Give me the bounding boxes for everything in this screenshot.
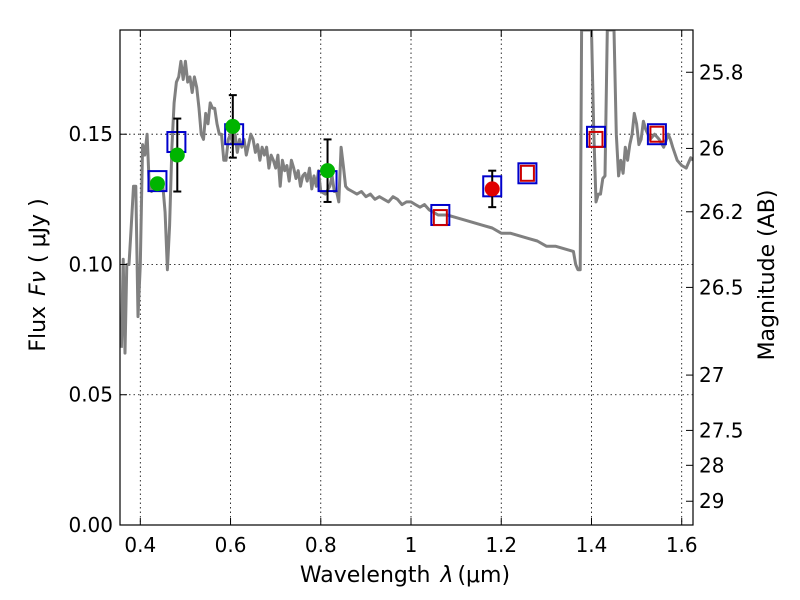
blue-square-point — [517, 162, 538, 185]
green-detection-point — [320, 163, 336, 179]
model-sed-line — [120, 30, 693, 355]
red-square-point — [588, 130, 604, 148]
plot-frame — [119, 29, 694, 526]
x-tick-label: 1.6 — [666, 533, 698, 557]
x-tick-label: 0.6 — [215, 533, 247, 557]
x-tick-label: 1 — [405, 533, 418, 557]
magnitude-tick-label: 28 — [699, 453, 724, 477]
y-tick-label: 0.15 — [68, 122, 113, 146]
magnitude-tick-label: 27.5 — [699, 418, 744, 442]
magnitude-tick-label: 25.8 — [699, 60, 744, 84]
x-tick-label: 0.8 — [305, 533, 337, 557]
red-detection-point — [484, 181, 500, 197]
magnitude-tick-label: 26.2 — [699, 200, 744, 224]
grid-lines — [120, 30, 693, 525]
blue-square-point — [646, 123, 667, 146]
y-tick-label: 0.05 — [68, 383, 113, 407]
red-square-point — [649, 125, 665, 143]
green-detection-point — [149, 176, 165, 192]
y-axis-label: FluxFν( μJy ) — [26, 198, 51, 351]
axes: 0.4 0.6 0.8 1 1.2 1.4 1.6 0.00 0.05 0.10 0.15 25.8 2… — [68, 30, 744, 557]
green-detection-point — [169, 147, 185, 163]
green-detection-point — [225, 118, 241, 134]
magnitude-tick-label: 26 — [699, 136, 724, 160]
y-tick-label: 0.10 — [68, 252, 113, 276]
x-tick-label: 1.4 — [576, 533, 608, 557]
magnitude-axis-label: Magnitude (AB) — [755, 190, 780, 361]
x-axis-label: Wavelength λ (μm) — [300, 563, 510, 588]
x-tick-label: 1.2 — [485, 533, 517, 557]
magnitude-tick-label: 26.5 — [699, 275, 744, 299]
red-square-point — [519, 164, 535, 182]
y-tick-label: 0.00 — [68, 513, 113, 537]
magnitude-tick-label: 29 — [699, 489, 724, 513]
plot-area — [120, 30, 693, 355]
magnitude-tick-label: 27 — [699, 363, 724, 387]
red-square-point — [432, 209, 448, 227]
x-tick-label: 0.4 — [124, 533, 156, 557]
